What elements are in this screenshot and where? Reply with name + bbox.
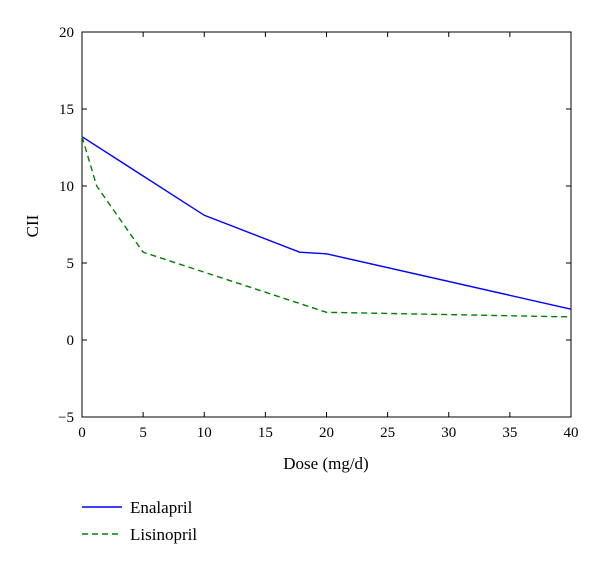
- legend-label-enalapril: Enalapril: [130, 498, 193, 517]
- x-axis-label: Dose (mg/d): [283, 454, 368, 473]
- x-tick-label: 30: [441, 425, 456, 441]
- y-tick-label: 5: [67, 256, 75, 272]
- plot-area: [81, 31, 572, 418]
- series-layer: [81, 136, 572, 318]
- y-tick-label: 20: [59, 25, 74, 41]
- y-axis-label: CII: [23, 214, 42, 237]
- x-axis: 0 5 10 15 20 25 30 35 40: [78, 32, 579, 441]
- x-tick-label: 5: [139, 425, 147, 441]
- legend: Enalapril Lisinopril: [82, 498, 197, 544]
- y-axis: −5 0 5 10 15 20: [58, 25, 571, 426]
- y-tick-label: 15: [59, 102, 74, 118]
- y-tick-label: 10: [59, 179, 74, 195]
- y-tick-label: 0: [67, 333, 75, 349]
- legend-label-lisinopril: Lisinopril: [130, 525, 197, 544]
- x-tick-label: 15: [258, 425, 273, 441]
- x-tick-label: 40: [564, 425, 579, 441]
- y-tick-label: −5: [58, 410, 74, 426]
- x-tick-label: 10: [197, 425, 212, 441]
- x-tick-label: 20: [319, 425, 334, 441]
- x-tick-label: 35: [502, 425, 517, 441]
- x-tick-label: 25: [380, 425, 395, 441]
- series-line-enalapril: [81, 136, 572, 310]
- series-line-lisinopril: [81, 136, 572, 318]
- x-tick-label: 0: [78, 425, 86, 441]
